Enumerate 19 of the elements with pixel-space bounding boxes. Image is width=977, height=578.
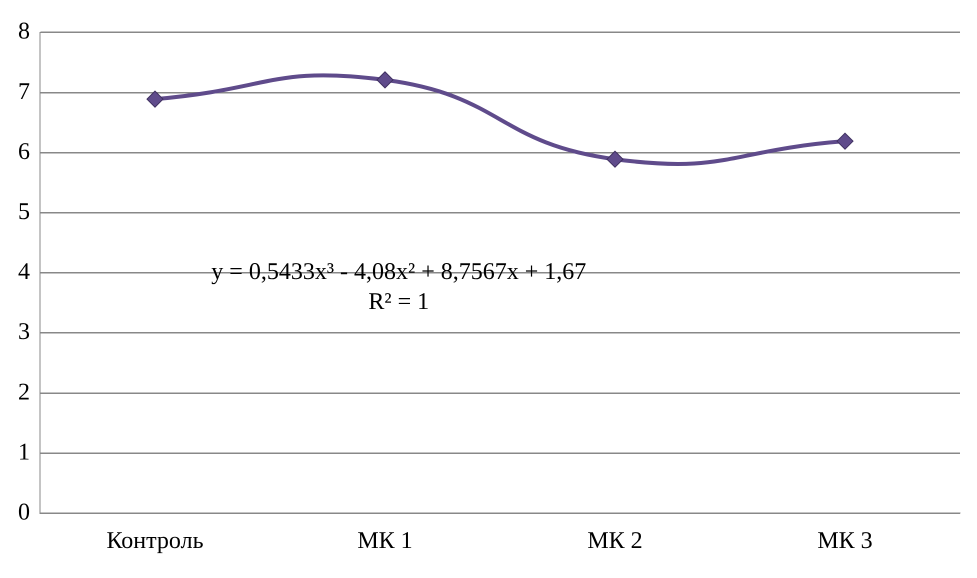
y-tick-label: 2: [18, 379, 30, 406]
annotation: y = 0,5433x³ - 4,08x² + 8,7567x + 1,67: [211, 258, 586, 285]
x-tick-label: МК 1: [357, 528, 413, 554]
point: [606, 150, 624, 168]
y-tick-label: 0: [18, 499, 30, 526]
x-tick-label: МК 2: [587, 528, 643, 554]
y-tick-label: 4: [18, 259, 30, 286]
point: [146, 90, 164, 108]
x-tick-label: МК 3: [817, 528, 873, 554]
point: [836, 132, 854, 150]
annotation: R² = 1: [368, 288, 430, 315]
y-tick-label: 3: [18, 319, 30, 346]
x-tick-label: Контроль: [106, 528, 204, 554]
y-tick-label: 5: [18, 198, 30, 225]
y-tick-label: 1: [18, 439, 30, 466]
y-tick-label: 6: [18, 138, 30, 165]
y-tick-label: 8: [18, 18, 30, 45]
point: [376, 71, 394, 88]
y-tick-label: 7: [18, 78, 30, 105]
